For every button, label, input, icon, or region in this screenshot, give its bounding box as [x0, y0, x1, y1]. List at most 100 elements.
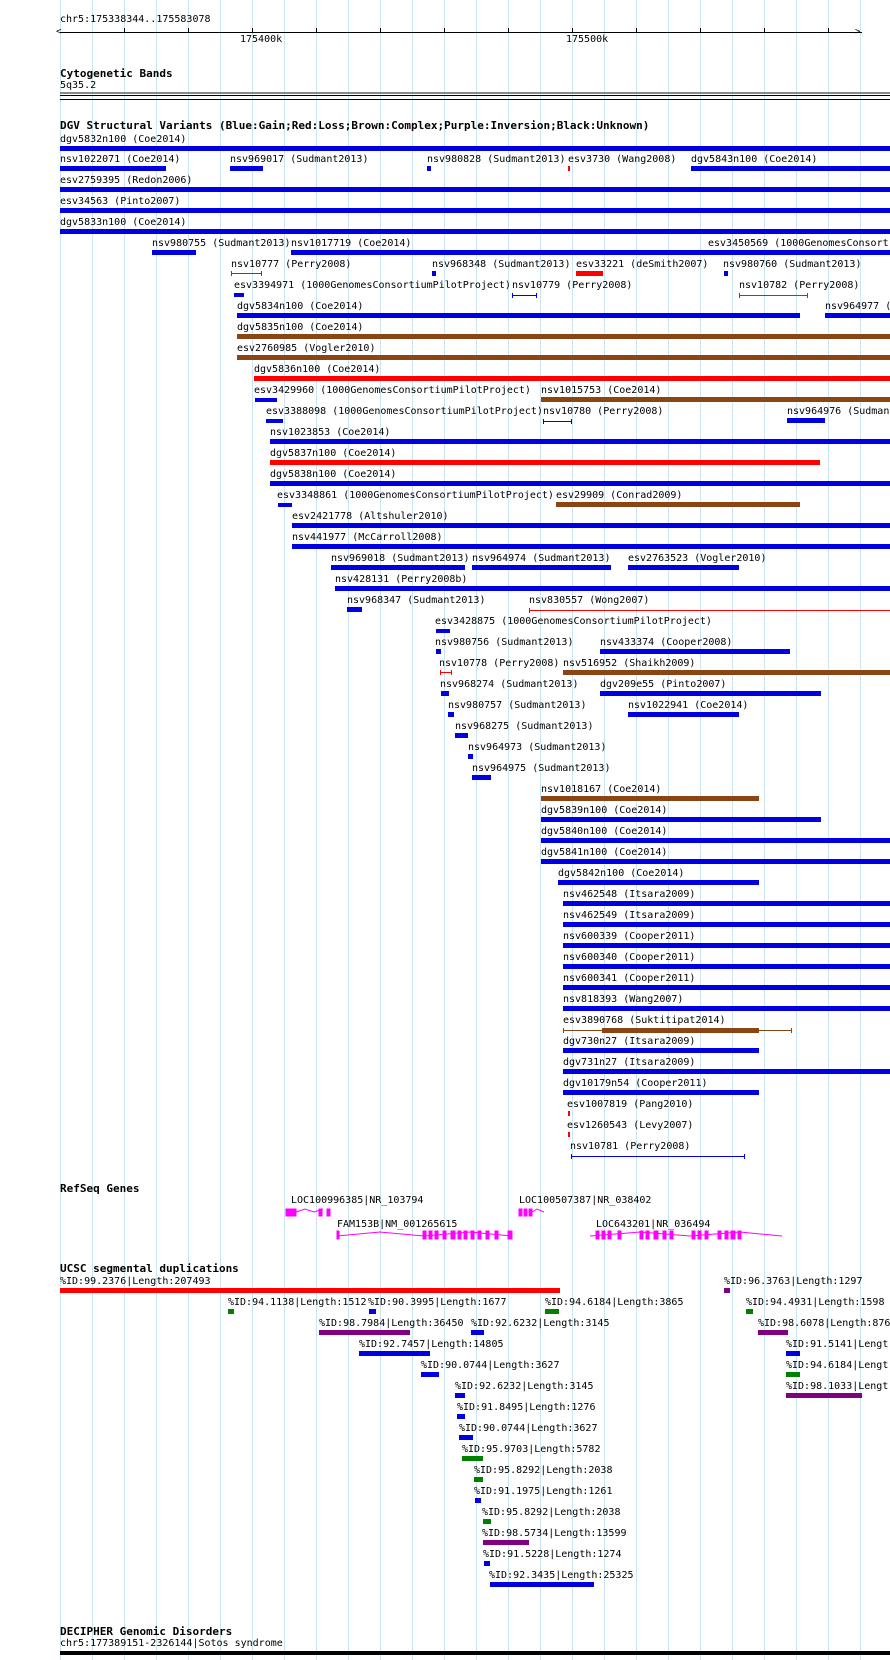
- feature-glyph[interactable]: [563, 1048, 759, 1053]
- feature-glyph[interactable]: [448, 712, 454, 717]
- segdup-glyph[interactable]: [483, 1519, 491, 1524]
- feature-glyph[interactable]: [270, 481, 890, 486]
- feature-glyph[interactable]: [825, 313, 890, 318]
- segdup-glyph[interactable]: [483, 1540, 529, 1545]
- segdup-glyph[interactable]: [475, 1498, 481, 1503]
- feature-glyph[interactable]: [563, 922, 890, 927]
- segdup-glyph[interactable]: [545, 1309, 559, 1314]
- feature-glyph[interactable]: [558, 880, 759, 885]
- segdup-glyph[interactable]: [455, 1393, 465, 1398]
- feature-glyph[interactable]: [739, 295, 807, 296]
- feature-label: nsv964976 (Sudman: [787, 406, 890, 417]
- feature-glyph[interactable]: [436, 629, 450, 633]
- feature-glyph[interactable]: [60, 229, 890, 234]
- feature-glyph[interactable]: [331, 565, 465, 570]
- segdup-glyph[interactable]: [474, 1477, 483, 1482]
- segdup-glyph[interactable]: [786, 1372, 800, 1377]
- segdup-glyph[interactable]: [319, 1330, 410, 1335]
- feature-glyph[interactable]: [60, 166, 166, 171]
- segdup-glyph[interactable]: [490, 1582, 594, 1587]
- feature-glyph[interactable]: [270, 460, 820, 465]
- segdup-glyph[interactable]: [421, 1372, 439, 1377]
- segdup-glyph[interactable]: [724, 1288, 730, 1293]
- feature-glyph[interactable]: [270, 439, 890, 444]
- feature-glyph[interactable]: [436, 649, 441, 654]
- feature-glyph[interactable]: [600, 691, 821, 696]
- segdup-glyph[interactable]: [471, 1330, 484, 1335]
- feature-glyph[interactable]: [427, 166, 431, 171]
- segdup-glyph[interactable]: [786, 1351, 800, 1356]
- feature-glyph[interactable]: [60, 187, 890, 192]
- feature-glyph[interactable]: [563, 1090, 759, 1095]
- feature-glyph[interactable]: [237, 313, 800, 318]
- feature-glyph[interactable]: [234, 293, 244, 297]
- feature-glyph[interactable]: [278, 503, 292, 507]
- feature-glyph[interactable]: [568, 1111, 570, 1116]
- feature-glyph[interactable]: [60, 146, 890, 151]
- feature-glyph[interactable]: [266, 419, 283, 423]
- feature-glyph[interactable]: [691, 166, 890, 171]
- feature-glyph[interactable]: [230, 166, 263, 171]
- segdup-glyph[interactable]: [758, 1330, 788, 1335]
- feature-glyph[interactable]: [563, 1006, 890, 1011]
- segdup-glyph[interactable]: [746, 1309, 753, 1314]
- feature-glyph[interactable]: [541, 817, 821, 822]
- feature-glyph[interactable]: [568, 166, 570, 171]
- feature-glyph[interactable]: [292, 544, 890, 549]
- segdup-glyph[interactable]: [369, 1309, 376, 1314]
- feature-glyph[interactable]: [529, 610, 890, 611]
- feature-glyph[interactable]: [571, 1156, 744, 1157]
- feature-glyph[interactable]: [563, 964, 890, 969]
- feature-glyph[interactable]: [432, 271, 436, 276]
- segdup-glyph[interactable]: [228, 1309, 234, 1314]
- feature-glyph[interactable]: [440, 672, 451, 673]
- feature-glyph[interactable]: [335, 586, 890, 591]
- feature-label: dgv5839n100 (Coe2014): [541, 805, 668, 816]
- feature-glyph[interactable]: [237, 355, 890, 360]
- feature-glyph[interactable]: [600, 649, 790, 654]
- feature-glyph[interactable]: [231, 273, 261, 274]
- feature-glyph[interactable]: [556, 502, 800, 507]
- feature-glyph[interactable]: [568, 1132, 570, 1137]
- feature-glyph[interactable]: [563, 985, 890, 990]
- segdup-glyph[interactable]: [462, 1456, 483, 1461]
- feature-glyph[interactable]: [237, 334, 890, 339]
- feature-glyph[interactable]: [628, 712, 739, 717]
- segdup-glyph[interactable]: [459, 1435, 473, 1440]
- feature-glyph[interactable]: [541, 838, 890, 843]
- feature-glyph[interactable]: [472, 565, 611, 570]
- feature-glyph[interactable]: [628, 565, 739, 570]
- feature-glyph[interactable]: [541, 397, 890, 402]
- feature-glyph[interactable]: [455, 733, 468, 738]
- feature-glyph[interactable]: [152, 250, 196, 255]
- segdup-glyph[interactable]: [359, 1351, 430, 1356]
- feature-glyph[interactable]: [472, 775, 491, 780]
- feature-glyph[interactable]: [291, 250, 890, 255]
- feature-glyph[interactable]: [254, 376, 890, 381]
- feature-glyph[interactable]: [563, 943, 890, 948]
- feature-glyph[interactable]: [563, 901, 890, 906]
- segdup-glyph[interactable]: [786, 1393, 862, 1398]
- feature-glyph[interactable]: [255, 398, 277, 402]
- segdup-glyph[interactable]: [60, 1288, 560, 1293]
- feature-glyph[interactable]: [543, 421, 571, 422]
- segdup-glyph[interactable]: [484, 1561, 490, 1566]
- feature-glyph[interactable]: [541, 796, 759, 801]
- feature-glyph[interactable]: [563, 670, 890, 675]
- decipher-glyph[interactable]: [60, 1651, 890, 1655]
- feature-glyph[interactable]: [576, 271, 603, 276]
- feature-glyph[interactable]: [512, 295, 536, 296]
- feature-glyph[interactable]: [441, 691, 449, 696]
- feature-glyph[interactable]: [710, 250, 722, 255]
- feature-glyph[interactable]: [292, 523, 890, 528]
- feature-glyph[interactable]: [724, 271, 728, 276]
- feature-glyph[interactable]: [541, 859, 890, 864]
- feature-glyph[interactable]: [787, 418, 825, 423]
- cytoband-bar[interactable]: [60, 92, 890, 94]
- feature-glyph[interactable]: [347, 607, 362, 612]
- feature-glyph[interactable]: [468, 754, 473, 759]
- feature-glyph[interactable]: [60, 208, 890, 213]
- feature-glyph[interactable]: [563, 1069, 890, 1074]
- segdup-glyph[interactable]: [457, 1414, 465, 1419]
